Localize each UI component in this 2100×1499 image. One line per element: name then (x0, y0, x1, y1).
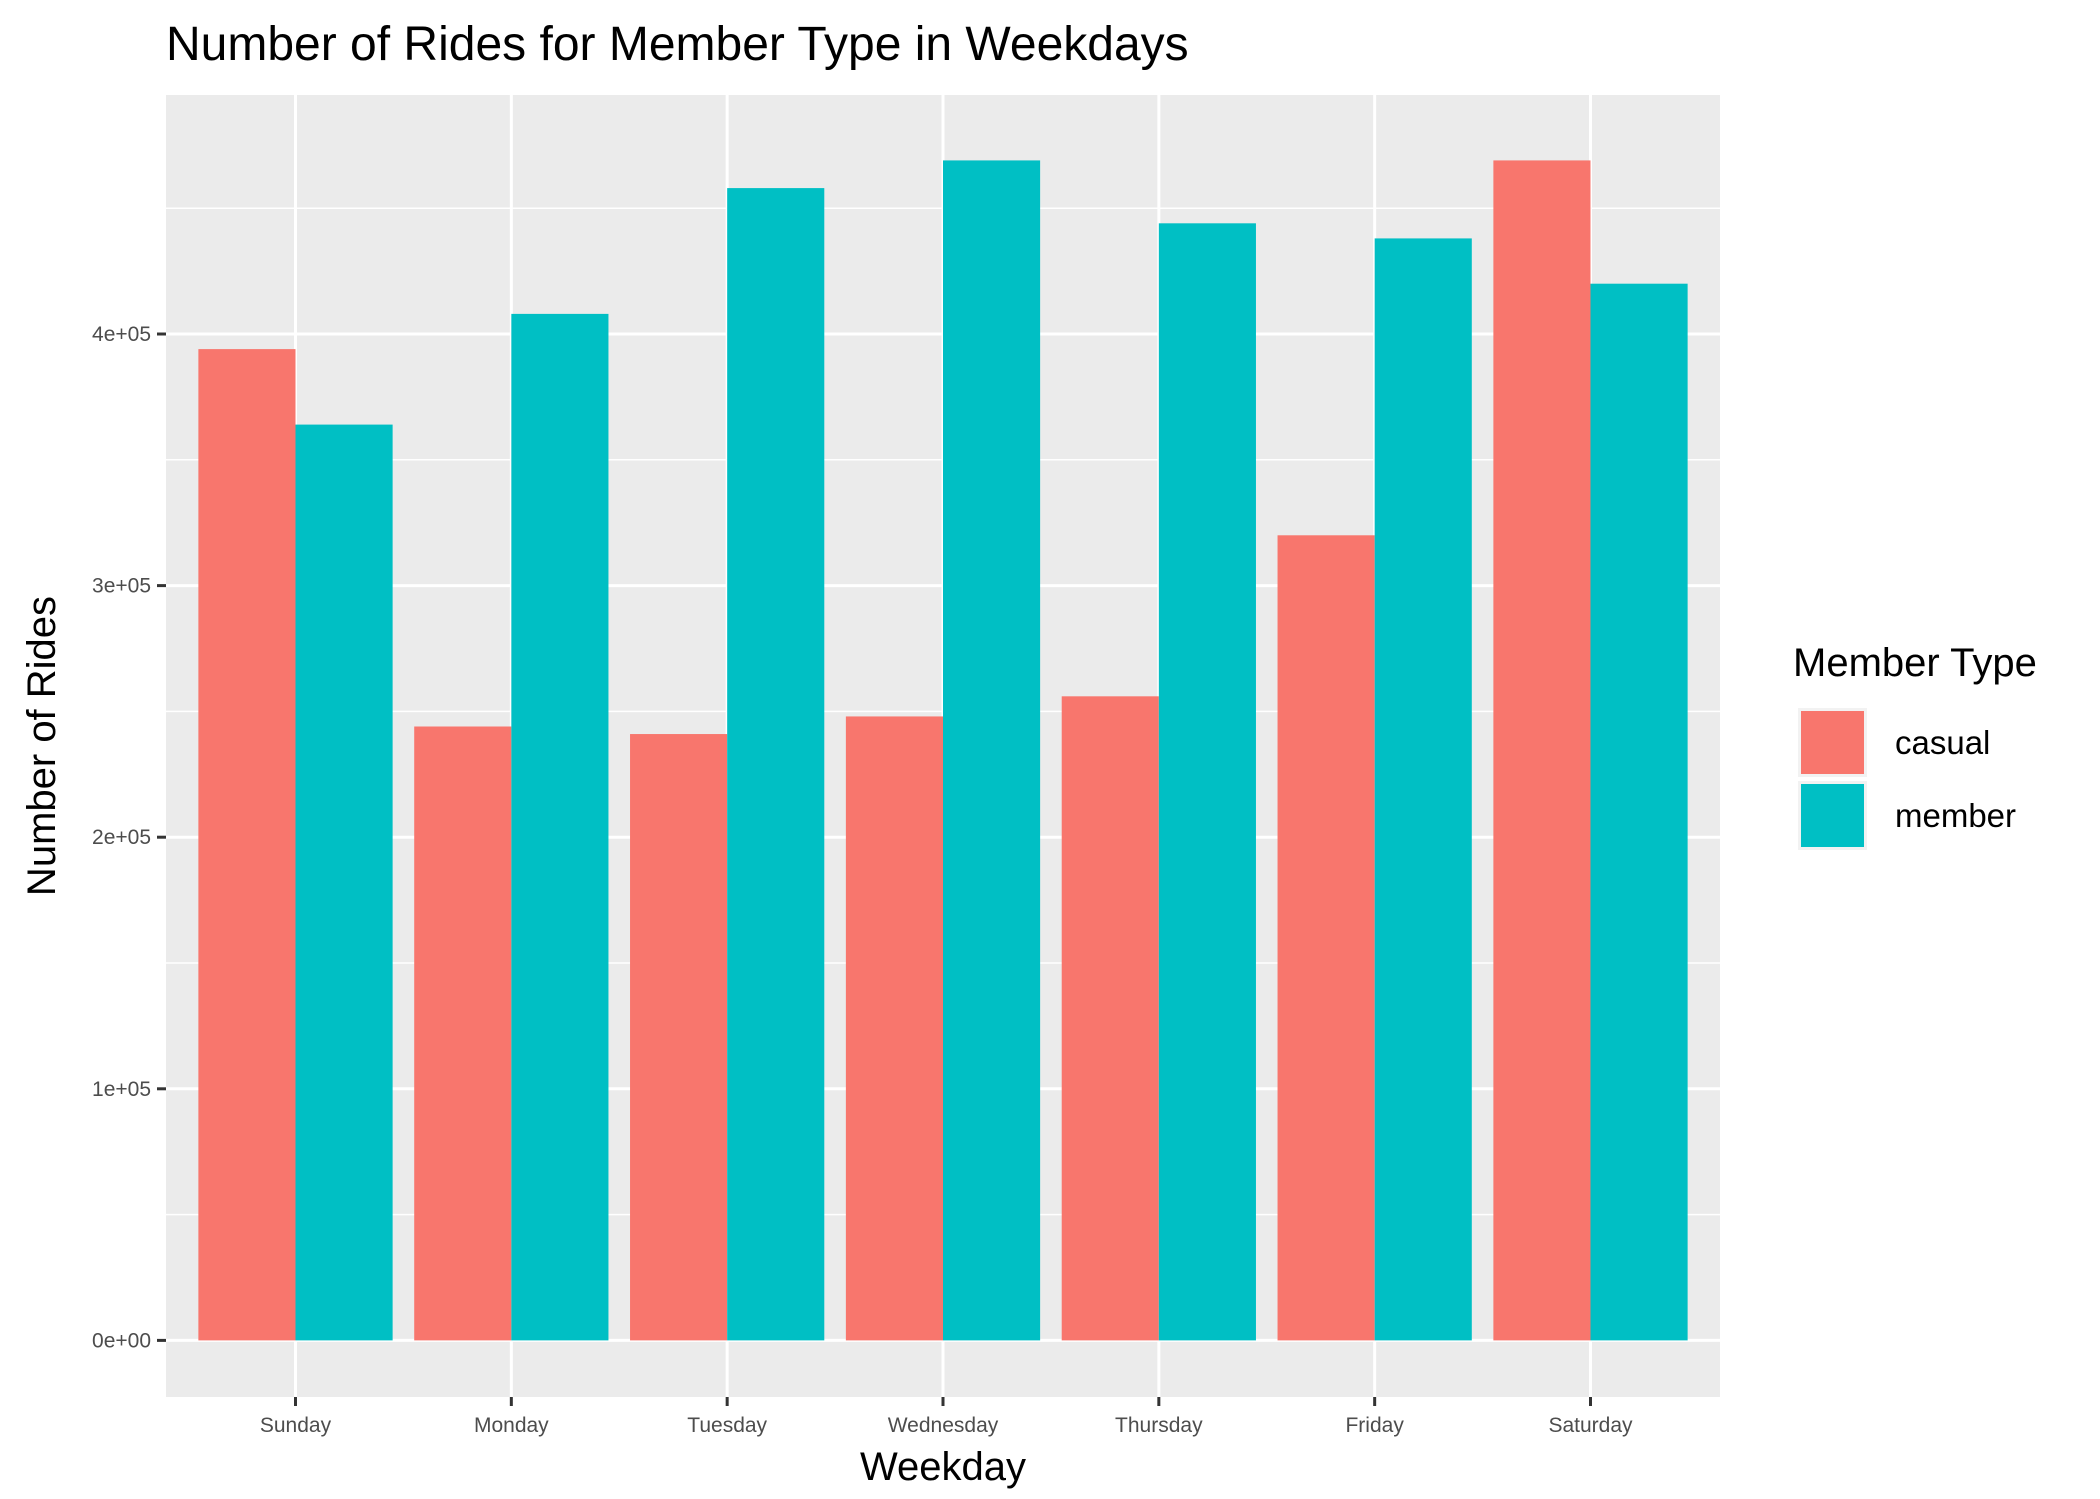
x-tick-label: Friday (1345, 1414, 1404, 1437)
legend-swatch-member (1801, 784, 1864, 847)
bar-member-tuesday (727, 188, 825, 1341)
y-tick-label: 2e+05 (92, 826, 151, 849)
bar-casual-wednesday (845, 716, 943, 1341)
y-tick-label: 1e+05 (92, 1078, 151, 1101)
bar-member-saturday (1590, 283, 1688, 1341)
y-tick-label: 4e+05 (92, 323, 151, 346)
bar-member-sunday (295, 424, 393, 1341)
x-tick-label: Thursday (1115, 1414, 1203, 1437)
y-axis-title: Number of Rides (20, 596, 64, 896)
y-axis: 0e+00 1e+05 2e+05 3e+05 4e+05 (92, 323, 166, 1352)
bar-member-wednesday (943, 160, 1041, 1341)
x-tick-label: Saturday (1548, 1414, 1633, 1437)
legend-label-casual: casual (1895, 724, 1990, 761)
bar-casual-tuesday (630, 734, 728, 1341)
x-tick-label: Wednesday (888, 1414, 999, 1437)
bar-member-friday (1374, 238, 1472, 1341)
legend: Member Type casual member (1793, 641, 2037, 850)
x-tick-label: Tuesday (687, 1414, 767, 1437)
y-tick-label: 3e+05 (92, 575, 151, 598)
bar-casual-saturday (1493, 160, 1591, 1341)
legend-swatch-casual (1801, 711, 1864, 774)
bar-member-monday (511, 313, 609, 1341)
y-tick-label: 0e+00 (92, 1329, 151, 1352)
bars (198, 160, 1688, 1341)
bar-casual-thursday (1061, 696, 1159, 1341)
bar-casual-monday (414, 726, 512, 1341)
x-axis-title: Weekday (860, 1445, 1026, 1489)
legend-label-member: member (1895, 797, 2016, 834)
x-tick-label: Monday (474, 1414, 549, 1437)
bar-casual-sunday (198, 349, 296, 1341)
legend-title: Member Type (1793, 641, 2037, 685)
bar-casual-friday (1277, 535, 1375, 1341)
x-axis: Sunday Monday Tuesday Wednesday Thursday Frid… (260, 1397, 1633, 1437)
x-tick-label: Sunday (260, 1414, 332, 1437)
bar-member-thursday (1158, 223, 1256, 1341)
chart-title: Number of Rides for Member Type in Weekd… (166, 18, 1189, 71)
